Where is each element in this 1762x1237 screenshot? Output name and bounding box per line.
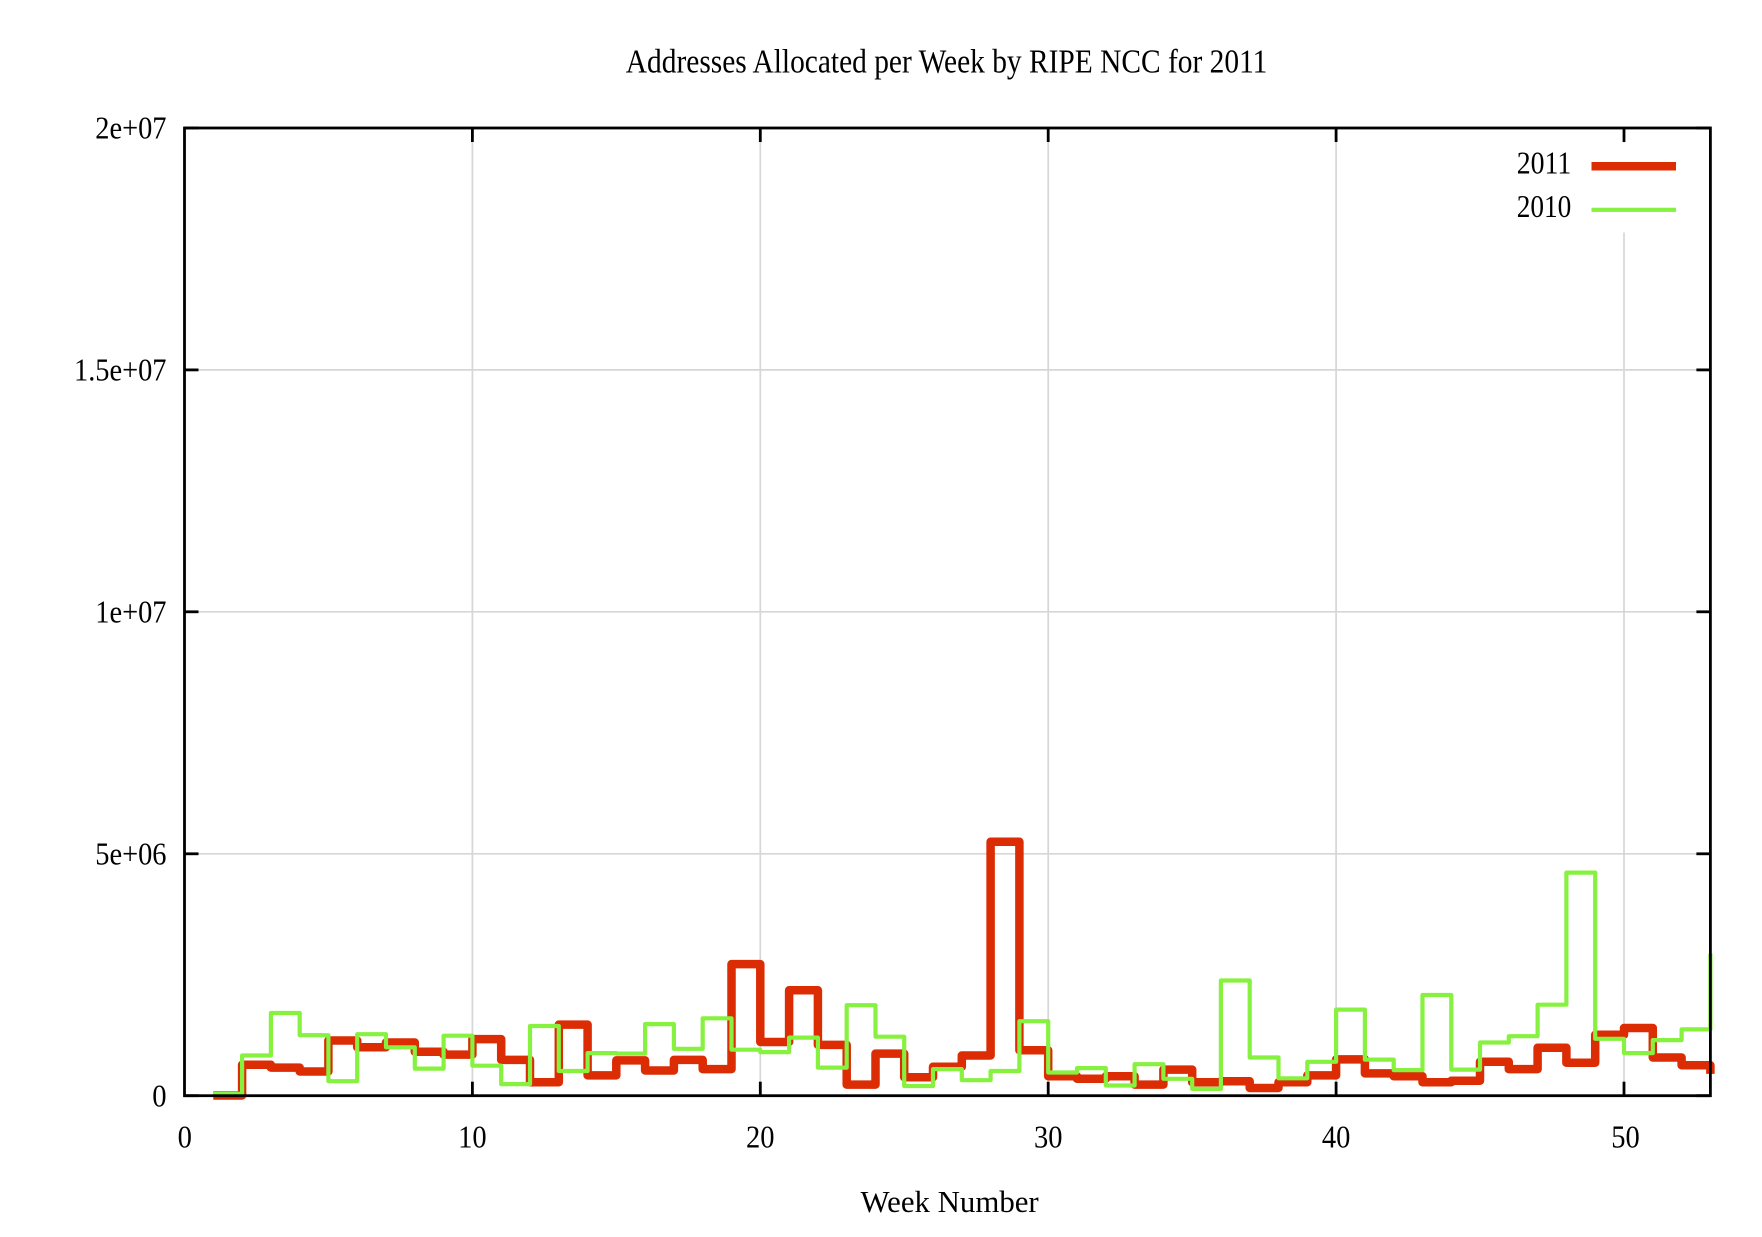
svg-text:Addresses Allocated per Week b: Addresses Allocated per Week by RIPE NCC… [626,44,1268,81]
svg-text:10: 10 [458,1119,487,1155]
svg-text:2011: 2011 [1517,145,1572,181]
svg-text:1e+07: 1e+07 [95,594,166,630]
svg-text:1.5e+07: 1.5e+07 [74,352,167,388]
svg-text:40: 40 [1322,1119,1351,1155]
svg-text:0: 0 [152,1078,166,1114]
svg-text:Week Number: Week Number [861,1184,1040,1219]
svg-text:2e+07: 2e+07 [95,110,166,146]
svg-text:50: 50 [1611,1119,1640,1155]
svg-text:2010: 2010 [1517,188,1572,224]
svg-text:5e+06: 5e+06 [95,836,166,872]
svg-text:0: 0 [178,1119,192,1155]
svg-text:20: 20 [746,1119,775,1155]
svg-text:30: 30 [1034,1119,1063,1155]
